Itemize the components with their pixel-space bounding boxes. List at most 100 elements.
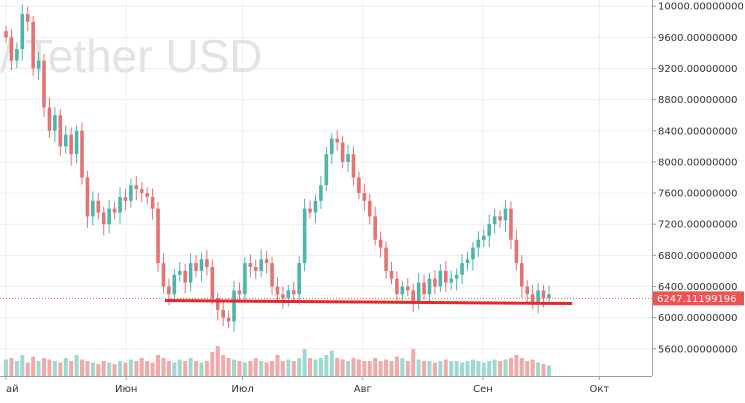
volume-bar — [378, 361, 383, 376]
candle-body — [302, 208, 307, 264]
x-tick-label: Окт — [589, 384, 609, 395]
volume-bar — [422, 361, 427, 376]
volume-bar — [373, 358, 378, 376]
volume-bar — [481, 362, 486, 376]
volume-bar — [286, 359, 291, 376]
pair-watermark: / Tether USD — [0, 30, 262, 82]
volume-bar — [9, 358, 14, 376]
candle-body — [438, 270, 443, 287]
time-axis[interactable]: ай Июн Июл Авг Сен Окт — [5, 376, 609, 395]
candle-body — [205, 259, 209, 268]
volume-bar — [80, 359, 85, 376]
candle-body — [150, 196, 155, 209]
volume-bar — [14, 361, 19, 376]
candle-body — [514, 239, 519, 264]
candle-body — [536, 290, 540, 303]
volume-bar — [405, 361, 410, 376]
volume-bar — [4, 359, 8, 376]
candle-body — [460, 263, 464, 275]
volume-bar — [156, 355, 161, 376]
candle-body — [476, 239, 481, 248]
candle-body — [286, 290, 291, 299]
candle-body — [91, 200, 95, 217]
candle-body — [378, 239, 383, 248]
volume-bar — [541, 364, 546, 376]
candle-body — [221, 309, 225, 318]
volume-bar — [145, 361, 150, 376]
volume-bar — [514, 355, 519, 376]
volume-bar — [503, 359, 508, 376]
volume-bar — [318, 358, 323, 376]
volume-bar — [20, 355, 25, 376]
y-tick-label: 6000.00000000 — [658, 313, 738, 324]
candle-body — [53, 115, 57, 131]
candle-body — [275, 286, 280, 295]
volume-bar — [411, 349, 416, 376]
volume-bar — [476, 361, 481, 376]
candle-body — [194, 263, 198, 271]
volume-bar — [183, 361, 188, 376]
candle-body — [503, 208, 508, 221]
volume-bar — [226, 358, 231, 376]
support-line[interactable] — [164, 299, 573, 306]
volume-bar — [438, 361, 443, 376]
y-tick-label: 7600.00000000 — [658, 189, 738, 200]
candle-body — [525, 286, 530, 295]
volume-bar — [329, 350, 334, 376]
volume-bar — [166, 361, 171, 376]
volume-bar — [335, 358, 340, 376]
candle-body — [308, 208, 312, 213]
volume-bar — [161, 358, 166, 376]
volume-bar — [118, 361, 123, 376]
volume-bar — [221, 355, 226, 376]
volume-bar — [139, 358, 144, 376]
volume-bar — [172, 362, 177, 376]
candle-body — [199, 259, 204, 271]
y-tick-label: 8800.00000000 — [658, 95, 738, 106]
candle-body — [449, 278, 454, 283]
candle-body — [319, 185, 323, 201]
volume-bar — [188, 358, 193, 376]
candle-body — [433, 278, 437, 287]
candle-body — [210, 267, 215, 299]
candle-body — [530, 294, 535, 303]
volume-bar — [362, 361, 367, 376]
volume-bar — [546, 365, 551, 376]
volume-bar — [215, 346, 220, 376]
price-axis[interactable]: 10000.00000000 9600.00000000 9200.00000000… — [652, 2, 744, 356]
candle-body — [329, 138, 334, 155]
candle-body — [400, 286, 405, 295]
volume-bar — [42, 358, 47, 376]
candle-body — [9, 37, 14, 61]
candle-body — [340, 142, 345, 162]
volume-bar — [492, 359, 497, 376]
volume-bar — [460, 362, 465, 376]
volume-bar — [237, 361, 242, 376]
volume-bar — [112, 364, 117, 376]
candle-body — [297, 263, 301, 295]
volume-bar — [454, 361, 459, 376]
volume-bar — [210, 352, 215, 376]
candle-body — [362, 193, 367, 201]
candle-body — [58, 115, 63, 147]
candle-body — [291, 290, 296, 295]
candle-body — [471, 247, 475, 260]
volume-bar — [384, 359, 389, 376]
y-tick-label: 8000.00000000 — [658, 157, 738, 168]
candle-body — [183, 270, 187, 283]
volume-bar — [400, 358, 405, 376]
volume-bar — [204, 361, 209, 376]
candle-body — [85, 177, 90, 217]
volume-bar — [443, 359, 448, 376]
candle-body — [411, 290, 416, 303]
volume-bar — [280, 361, 285, 376]
volume-bar — [253, 358, 258, 376]
candles — [4, 4, 551, 333]
volume-bar — [470, 359, 475, 376]
candle-body — [4, 31, 8, 38]
candle-body — [96, 200, 101, 213]
candle-body — [25, 14, 30, 22]
volume-bar — [134, 361, 139, 376]
